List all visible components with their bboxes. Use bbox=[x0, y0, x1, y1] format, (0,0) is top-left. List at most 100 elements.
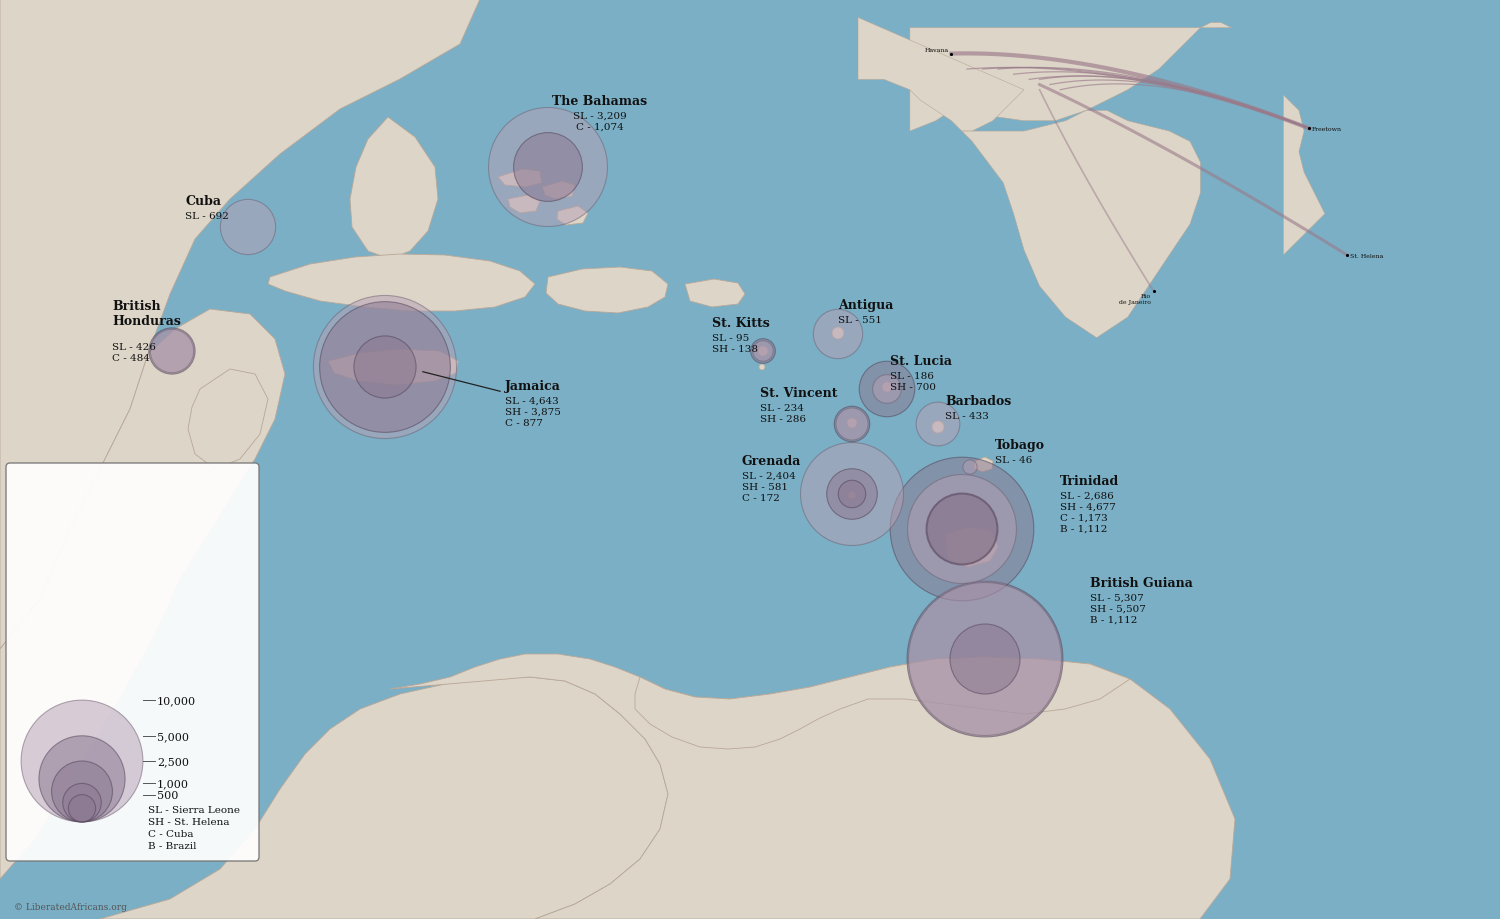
Circle shape bbox=[21, 700, 142, 822]
Polygon shape bbox=[350, 118, 438, 260]
Text: SH - 138: SH - 138 bbox=[712, 345, 758, 354]
Text: SL - 95: SL - 95 bbox=[712, 334, 750, 343]
Circle shape bbox=[753, 341, 772, 362]
Text: 500: 500 bbox=[158, 789, 178, 800]
Text: SH - 581: SH - 581 bbox=[742, 482, 788, 492]
Text: SH - 4,677: SH - 4,677 bbox=[1060, 503, 1116, 512]
Text: The Bahamas: The Bahamas bbox=[552, 95, 648, 108]
Polygon shape bbox=[962, 111, 1200, 338]
Text: C - 877: C - 877 bbox=[506, 418, 543, 427]
Text: 2,500: 2,500 bbox=[158, 756, 189, 766]
Text: St. Helena: St. Helena bbox=[1350, 254, 1383, 258]
Text: Tobago: Tobago bbox=[994, 438, 1045, 451]
Circle shape bbox=[833, 328, 844, 340]
FancyBboxPatch shape bbox=[6, 463, 260, 861]
Circle shape bbox=[916, 403, 960, 447]
Circle shape bbox=[927, 494, 998, 564]
Circle shape bbox=[908, 475, 1017, 584]
Polygon shape bbox=[542, 182, 574, 199]
Circle shape bbox=[354, 336, 416, 399]
Polygon shape bbox=[1284, 96, 1324, 255]
Polygon shape bbox=[546, 267, 668, 313]
Circle shape bbox=[69, 795, 96, 822]
Circle shape bbox=[932, 422, 944, 434]
Circle shape bbox=[813, 310, 862, 359]
Text: Rio
de Janeiro: Rio de Janeiro bbox=[1119, 293, 1150, 304]
Text: B - 1,112: B - 1,112 bbox=[1060, 525, 1107, 533]
Circle shape bbox=[834, 407, 870, 442]
Text: SL - 2,404: SL - 2,404 bbox=[742, 471, 795, 481]
Polygon shape bbox=[556, 207, 588, 226]
Circle shape bbox=[513, 133, 582, 202]
Text: SL - 46: SL - 46 bbox=[994, 456, 1032, 464]
Circle shape bbox=[839, 481, 866, 508]
Circle shape bbox=[847, 418, 856, 428]
Polygon shape bbox=[498, 170, 542, 187]
Polygon shape bbox=[858, 18, 1024, 132]
Circle shape bbox=[759, 365, 765, 370]
Text: © LiberatedAfricans.org: © LiberatedAfricans.org bbox=[13, 902, 128, 911]
Polygon shape bbox=[509, 196, 540, 214]
Text: C - 1,074: C - 1,074 bbox=[576, 123, 624, 131]
Circle shape bbox=[51, 761, 112, 822]
Circle shape bbox=[847, 492, 856, 499]
Text: Antigua: Antigua bbox=[839, 299, 894, 312]
Circle shape bbox=[750, 339, 776, 364]
Circle shape bbox=[39, 736, 125, 822]
Text: Cuba: Cuba bbox=[184, 195, 220, 208]
Polygon shape bbox=[188, 369, 268, 470]
Circle shape bbox=[220, 200, 276, 255]
Polygon shape bbox=[686, 279, 746, 308]
Circle shape bbox=[909, 583, 1062, 736]
Text: British Guiana: British Guiana bbox=[1090, 576, 1192, 589]
Circle shape bbox=[801, 443, 903, 546]
Text: 5,000: 5,000 bbox=[158, 731, 189, 741]
Text: SL - Sierra Leone: SL - Sierra Leone bbox=[148, 805, 240, 814]
Text: SL - 551: SL - 551 bbox=[839, 315, 882, 324]
Text: Havana: Havana bbox=[924, 48, 950, 53]
Text: SH - 3,875: SH - 3,875 bbox=[506, 407, 561, 416]
Text: SL - 186: SL - 186 bbox=[890, 371, 934, 380]
Circle shape bbox=[908, 582, 1064, 737]
Text: SL - 2,686: SL - 2,686 bbox=[1060, 492, 1113, 501]
Text: 1,000: 1,000 bbox=[158, 778, 189, 789]
Text: SH - 5,507: SH - 5,507 bbox=[1090, 605, 1146, 613]
Polygon shape bbox=[945, 528, 998, 567]
Circle shape bbox=[63, 784, 102, 822]
Text: SL - 234: SL - 234 bbox=[760, 403, 804, 413]
Polygon shape bbox=[328, 349, 458, 386]
Circle shape bbox=[882, 382, 892, 392]
Polygon shape bbox=[0, 0, 480, 650]
Circle shape bbox=[859, 362, 915, 417]
Text: SL - 5,307: SL - 5,307 bbox=[1090, 594, 1143, 602]
Circle shape bbox=[932, 422, 944, 434]
Text: Jamaica: Jamaica bbox=[506, 380, 561, 392]
Text: SH - 286: SH - 286 bbox=[760, 414, 806, 424]
Circle shape bbox=[148, 328, 195, 375]
Circle shape bbox=[873, 375, 901, 403]
Text: SL - 433: SL - 433 bbox=[945, 412, 988, 421]
Circle shape bbox=[836, 408, 868, 440]
Polygon shape bbox=[0, 310, 285, 879]
Circle shape bbox=[963, 460, 976, 474]
Circle shape bbox=[926, 494, 998, 565]
Text: SL - 3,209: SL - 3,209 bbox=[573, 112, 627, 121]
Text: C - 484: C - 484 bbox=[112, 354, 150, 363]
Text: SH - St. Helena: SH - St. Helena bbox=[148, 817, 230, 826]
Text: SH - 700: SH - 700 bbox=[890, 382, 936, 391]
Text: SL - 692: SL - 692 bbox=[184, 211, 230, 221]
Circle shape bbox=[150, 330, 194, 373]
Text: C - Cuba: C - Cuba bbox=[148, 829, 194, 838]
Polygon shape bbox=[390, 654, 1234, 919]
Circle shape bbox=[314, 296, 456, 439]
Polygon shape bbox=[268, 255, 536, 312]
Circle shape bbox=[890, 458, 1034, 601]
Text: Barbados: Barbados bbox=[945, 394, 1011, 407]
Text: SL - 4,643: SL - 4,643 bbox=[506, 397, 558, 405]
Text: C - 1,173: C - 1,173 bbox=[1060, 514, 1107, 522]
Text: B - Brazil: B - Brazil bbox=[148, 841, 196, 850]
Text: St. Vincent: St. Vincent bbox=[760, 387, 837, 400]
Text: C - 172: C - 172 bbox=[742, 494, 780, 503]
Polygon shape bbox=[910, 24, 1232, 132]
Circle shape bbox=[827, 470, 878, 520]
